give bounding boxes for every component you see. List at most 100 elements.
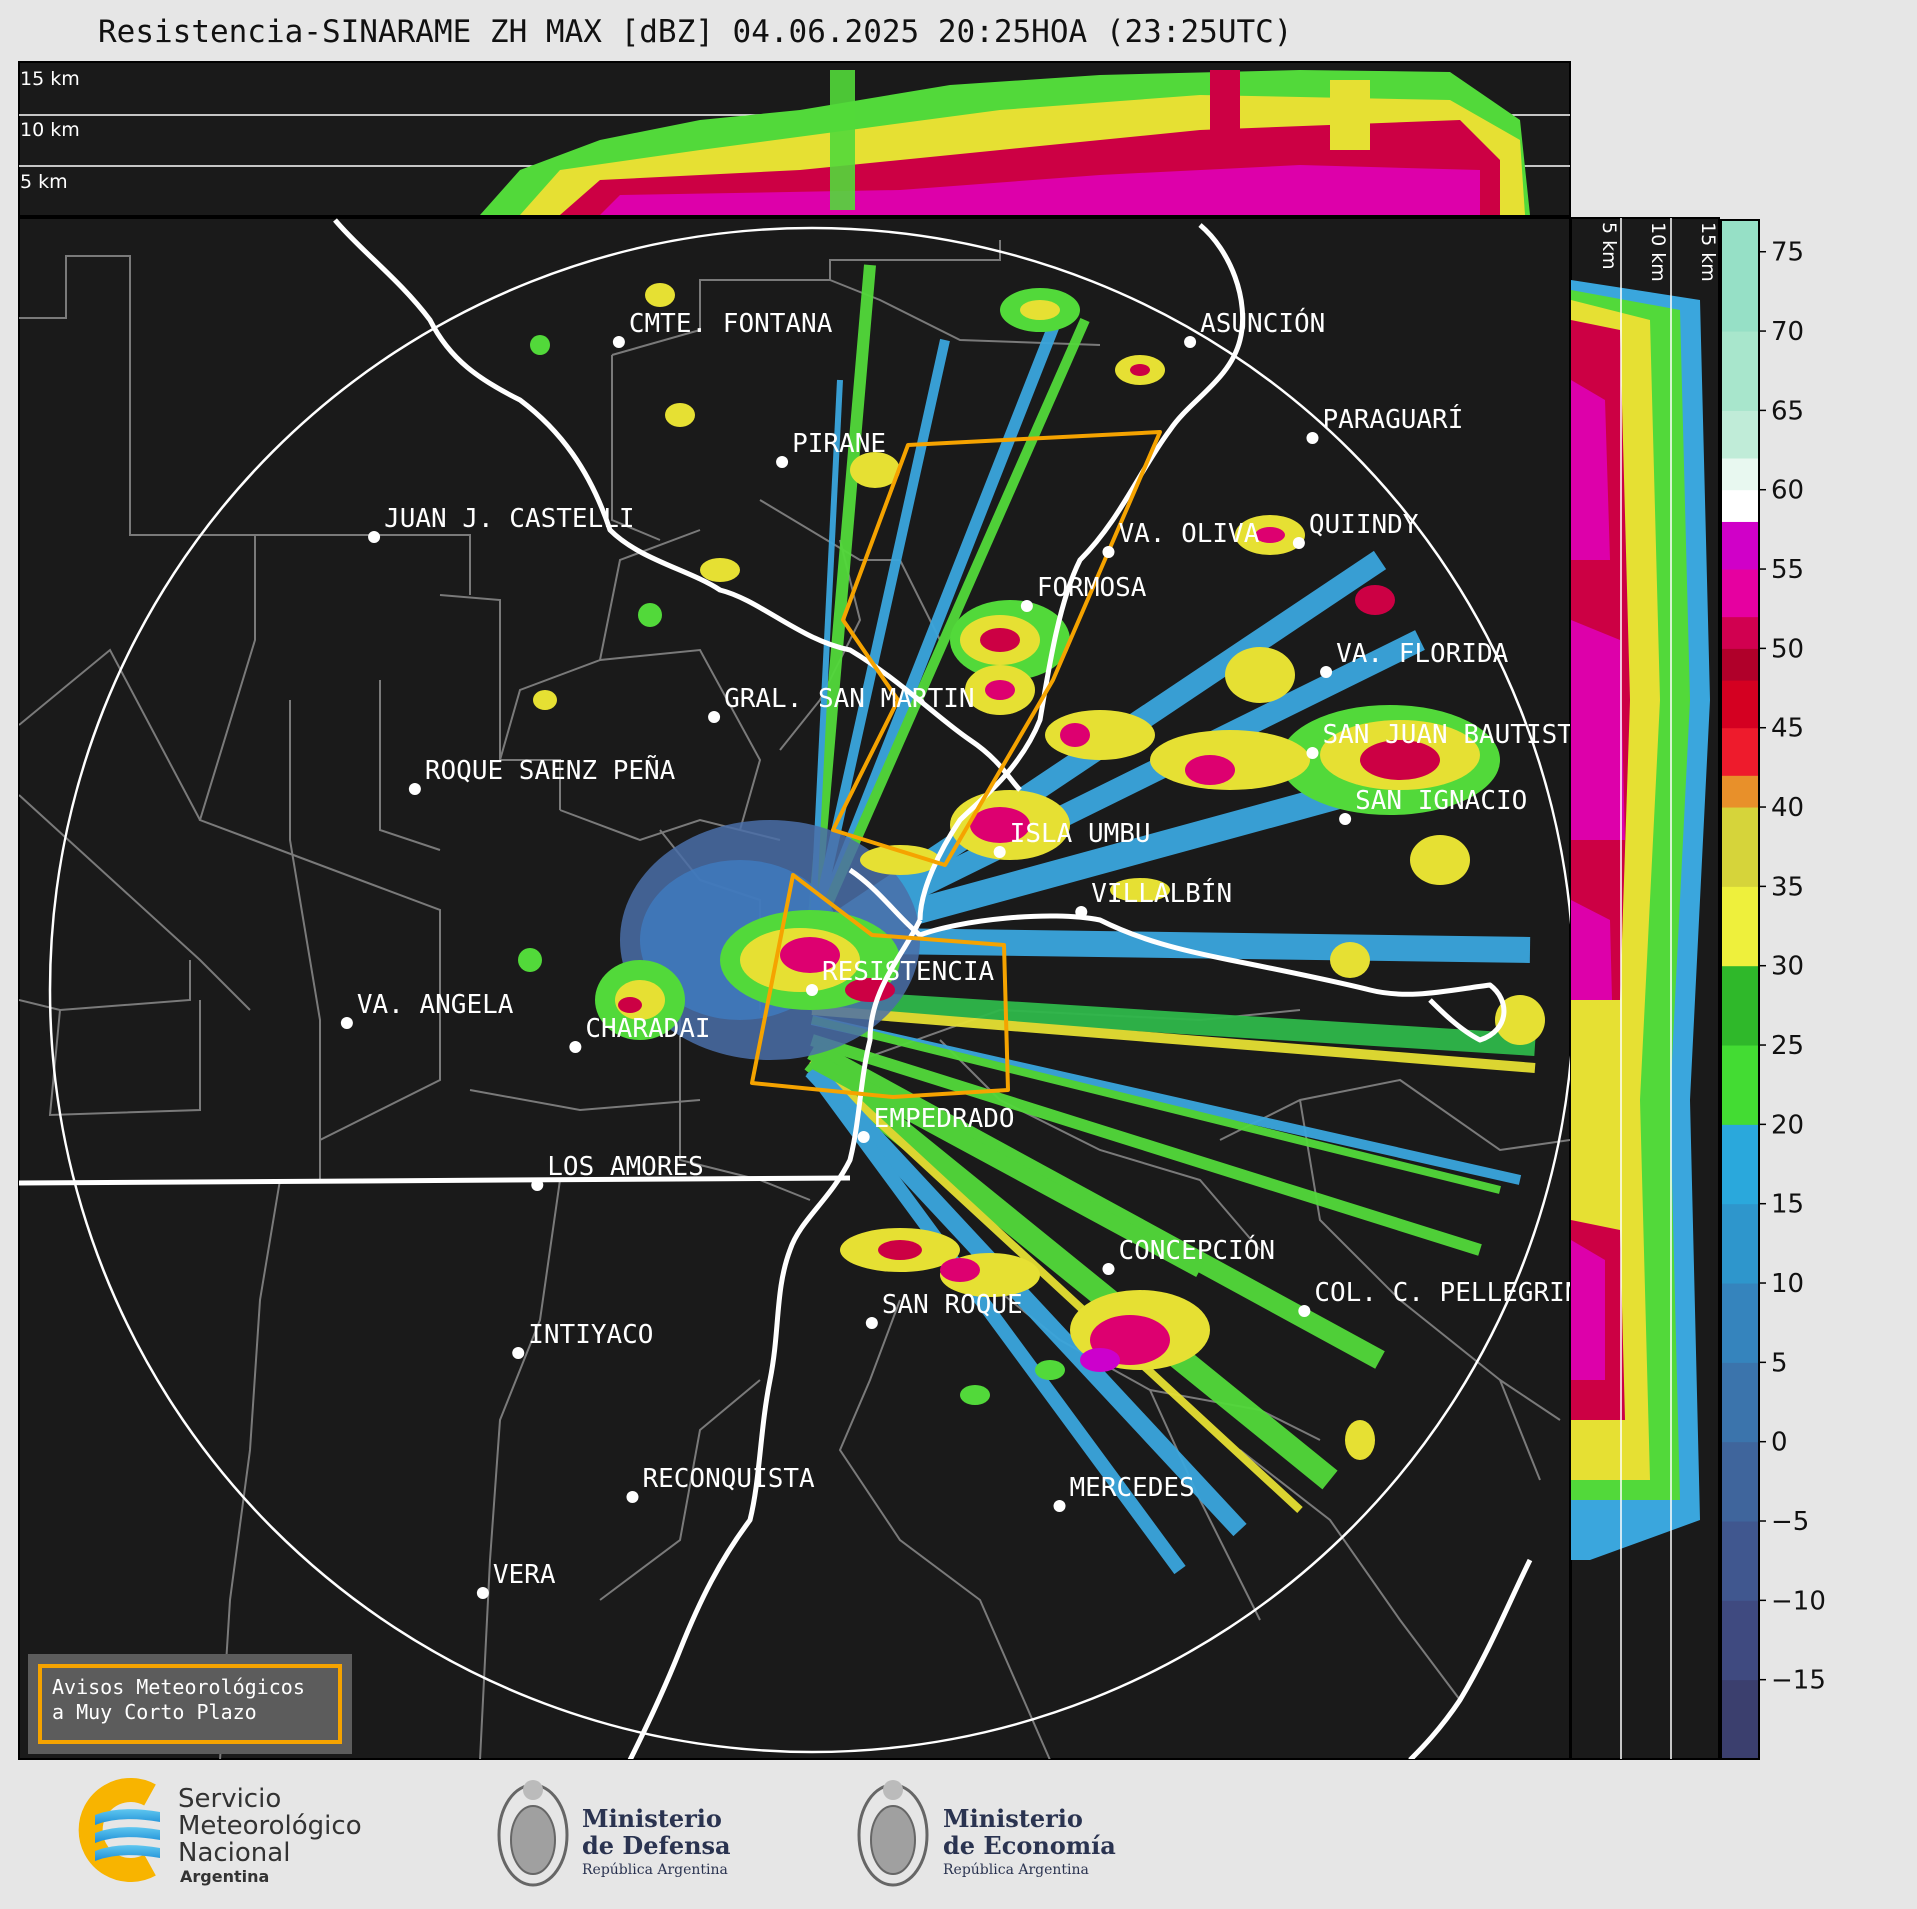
colorbar-band [1721,457,1759,491]
place-asunción: ASUNCIÓN [1184,307,1325,348]
place-quiindy: QUIINDY [1292,510,1419,549]
notice-line1: Avisos Meteorológicos [52,1675,305,1699]
place-label: ASUNCIÓN [1200,307,1325,339]
place-label: COL. C. PELLEGRINI [1314,1278,1596,1308]
place-label: SAN JUAN BAUTISTA [1322,720,1588,750]
colorbar-band [1721,1124,1759,1205]
economia-line1: Ministerio [943,1804,1083,1833]
colorbar-band [1721,886,1759,967]
place-isla-umbu: ISLA UMBU [993,819,1151,858]
defensa-line3: República Argentina [582,1862,728,1878]
place-concepción: CONCEPCIÓN [1102,1234,1275,1275]
smn-logo: Servicio Meteorológico Nacional Argentin… [78,1778,362,1886]
colorbar-band [1721,410,1759,459]
colorbar-band [1721,680,1759,729]
colorbar-band [1721,1203,1759,1284]
colorbar-tick-label: 20 [1771,1110,1804,1140]
colorbar-band [1721,648,1759,681]
place-los-amores: LOS AMORES [531,1152,704,1191]
economia-logo: Ministerio de Economía República Argenti… [857,1780,1116,1887]
colorbar-band [1721,331,1759,411]
place-label: CONCEPCIÓN [1118,1234,1275,1266]
place-label: RESISTENCIA [822,957,995,987]
place-dot [512,1347,525,1359]
place-label: CHARADAI [585,1014,710,1044]
place-dot [340,1017,353,1029]
place-label: VA. OLIVA [1118,519,1259,549]
place-dot [865,1317,878,1329]
place-label: VILLALBÍN [1091,877,1232,909]
place-dot [408,783,421,795]
colorbar-tick-label: 70 [1771,317,1804,347]
place-intiyaco: INTIYACO [512,1320,653,1359]
colorbar-band [1721,616,1759,649]
colorbar-tick-label: 60 [1771,476,1804,506]
place-formosa: FORMOSA [1020,573,1147,612]
place-label: ISLA UMBU [1010,819,1151,849]
colorbar-tick-label: −15 [1771,1666,1826,1696]
defensa-line1: Ministerio [582,1804,722,1833]
colorbar-band [1721,807,1759,887]
colorbar-band [1721,1521,1759,1601]
place-dot [1053,1500,1066,1512]
place-dot [612,336,625,348]
place-label: MERCEDES [1070,1473,1195,1503]
place-dot [626,1491,639,1503]
colorbar-band [1721,727,1759,776]
place-va-florida: VA. FLORIDA [1320,639,1509,678]
smn-line2: Meteorológico [178,1811,362,1841]
smn-line4: Argentina [180,1867,269,1886]
colorbar-band [1721,569,1759,618]
place-dot [993,846,1006,858]
economia-line3: República Argentina [943,1862,1089,1878]
place-mercedes: MERCEDES [1053,1473,1195,1512]
rivers-borders [19,218,1533,1759]
colorbar-band [1721,965,1759,1046]
top-cross-section: 15 km 10 km 5 km [18,61,1571,217]
colorbar-tick-label: −10 [1771,1586,1826,1616]
place-empedrado: EMPEDRADO [857,1104,1015,1143]
colorbar-band [1721,1045,1759,1125]
colorbar-tick-label: 35 [1771,872,1804,902]
place-label: VERA [493,1560,556,1590]
place-dot [1102,546,1115,558]
colorbar-band [1721,1362,1759,1443]
radar-echoes [518,264,1545,1575]
place-dot [708,711,721,723]
place-juan-j-castelli: JUAN J. CASTELLI [368,504,635,543]
place-label: INTIYACO [528,1320,653,1350]
place-dot [857,1131,870,1143]
place-dot [776,456,789,468]
colorbar-band [1721,521,1759,570]
place-charadai: CHARADAI [569,1014,711,1053]
defensa-line2: de Defensa [582,1831,731,1860]
colorbar-tick-label: 15 [1771,1190,1804,1220]
place-label: EMPEDRADO [874,1104,1015,1134]
colorbar-tick-label: −5 [1771,1507,1809,1537]
colorbar-band [1721,775,1759,808]
place-dot [569,1041,582,1053]
place-va-oliva: VA. OLIVA [1102,519,1260,558]
colorbar-tick-label: 5 [1771,1348,1788,1378]
side-height-label-15: 15 km [1697,222,1719,282]
place-dot [1102,1263,1115,1275]
colorbar-tick-label: 30 [1771,952,1804,982]
economia-line2: de Economía [943,1831,1116,1860]
place-label: PIRANE [792,429,886,459]
place-label: SAN IGNACIO [1355,786,1527,816]
colorbar-tick-label: 0 [1771,1428,1788,1458]
colorbar-band [1721,1283,1759,1363]
place-dot [806,984,818,996]
place-markers: CMTE. FONTANA PIRANE ASUNCIÓN PARAGUARÍ JUAN… [340,307,1596,1599]
colorbar-band [1721,1600,1759,1681]
page-title: Resistencia-SINARAME ZH MAX [dBZ] 04.06.… [98,14,1293,50]
place-label: VA. ANGELA [357,990,514,1020]
place-dot [531,1179,544,1191]
place-dot [1306,432,1319,444]
warning-polygons [750,430,1162,1099]
place-label: RECONQUISTA [642,1464,815,1494]
place-dot [1339,813,1352,825]
range-ring [48,226,1570,1754]
colorbar-band [1721,1441,1759,1522]
